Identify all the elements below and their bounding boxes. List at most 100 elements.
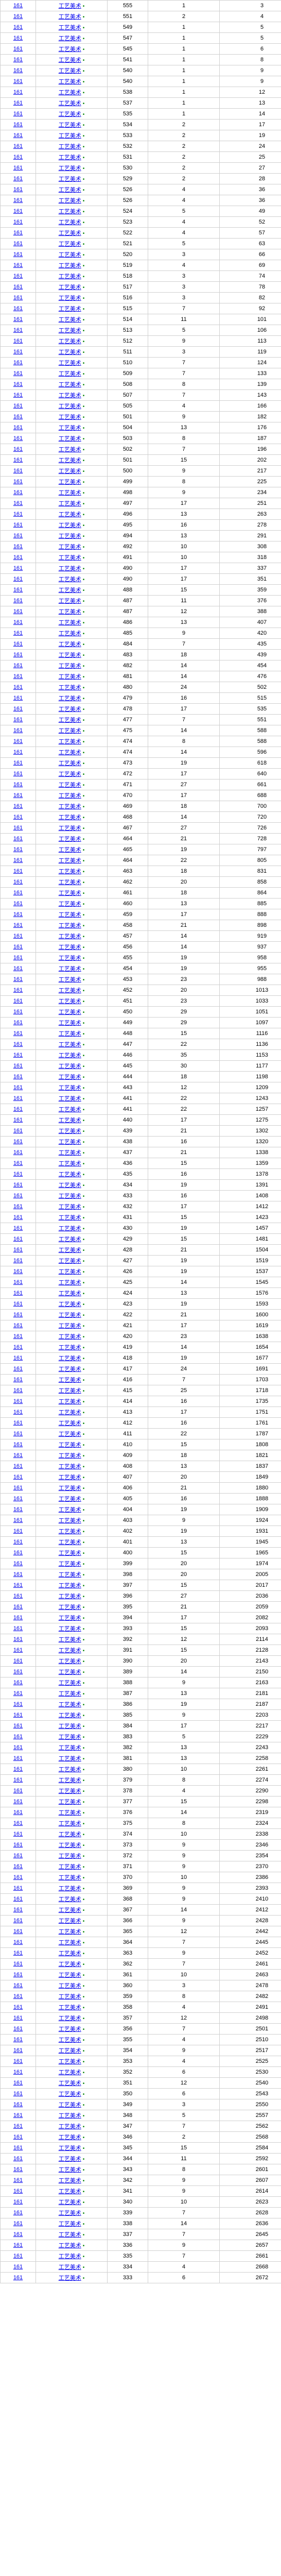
row-id-link[interactable]: 161 xyxy=(13,2080,23,2086)
row-id-link[interactable]: 161 xyxy=(13,1214,23,1221)
category-link[interactable]: 工艺美术 xyxy=(59,879,81,886)
row-id-link[interactable]: 161 xyxy=(13,435,23,442)
row-id-link[interactable]: 161 xyxy=(13,1853,23,1859)
row-id-link[interactable]: 161 xyxy=(13,78,23,84)
row-id-link[interactable]: 161 xyxy=(13,1193,23,1199)
row-id-link[interactable]: 161 xyxy=(13,1020,23,1026)
row-id-link[interactable]: 161 xyxy=(13,1907,23,1913)
category-link[interactable]: 工艺美术 xyxy=(59,3,81,9)
row-id-link[interactable]: 161 xyxy=(13,1182,23,1188)
category-link[interactable]: 工艺美术 xyxy=(59,198,81,204)
category-link[interactable]: 工艺美术 xyxy=(59,36,81,42)
category-link[interactable]: 工艺美术 xyxy=(59,977,81,983)
category-link[interactable]: 工艺美术 xyxy=(59,338,81,345)
category-link[interactable]: 工艺美术 xyxy=(59,306,81,312)
row-id-link[interactable]: 161 xyxy=(13,673,23,680)
row-id-link[interactable]: 161 xyxy=(13,1268,23,1275)
row-id-link[interactable]: 161 xyxy=(13,414,23,420)
row-id-link[interactable]: 161 xyxy=(13,230,23,236)
category-link[interactable]: 工艺美术 xyxy=(59,836,81,842)
row-id-link[interactable]: 161 xyxy=(13,879,23,885)
category-link[interactable]: 工艺美术 xyxy=(59,739,81,745)
category-link[interactable]: 工艺美术 xyxy=(59,382,81,388)
row-id-link[interactable]: 161 xyxy=(13,57,23,63)
category-link[interactable]: 工艺美术 xyxy=(59,490,81,496)
category-link[interactable]: 工艺美术 xyxy=(59,1518,81,1524)
category-link[interactable]: 工艺美术 xyxy=(59,479,81,485)
category-link[interactable]: 工艺美术 xyxy=(59,1215,81,1221)
row-id-link[interactable]: 161 xyxy=(13,1690,23,1697)
row-id-link[interactable]: 161 xyxy=(13,2058,23,2064)
row-id-link[interactable]: 161 xyxy=(13,1204,23,1210)
category-link[interactable]: 工艺美术 xyxy=(59,1680,81,1686)
category-link[interactable]: 工艺美术 xyxy=(59,133,81,139)
row-id-link[interactable]: 161 xyxy=(13,706,23,712)
row-id-link[interactable]: 161 xyxy=(13,2264,23,2270)
row-id-link[interactable]: 161 xyxy=(13,251,23,258)
row-id-link[interactable]: 161 xyxy=(13,154,23,160)
category-link[interactable]: 工艺美术 xyxy=(59,176,81,182)
row-id-link[interactable]: 161 xyxy=(13,2156,23,2162)
row-id-link[interactable]: 161 xyxy=(13,1431,23,1437)
row-id-link[interactable]: 161 xyxy=(13,176,23,182)
row-id-link[interactable]: 161 xyxy=(13,965,23,972)
row-id-link[interactable]: 161 xyxy=(13,911,23,918)
row-id-link[interactable]: 161 xyxy=(13,284,23,290)
row-id-link[interactable]: 161 xyxy=(13,262,23,268)
category-link[interactable]: 工艺美术 xyxy=(59,2134,81,2141)
row-id-link[interactable]: 161 xyxy=(13,2242,23,2248)
category-link[interactable]: 工艺美术 xyxy=(59,457,81,464)
row-id-link[interactable]: 161 xyxy=(13,1993,23,1999)
category-link[interactable]: 工艺美术 xyxy=(59,2221,81,2227)
row-id-link[interactable]: 161 xyxy=(13,511,23,517)
row-id-link[interactable]: 161 xyxy=(13,1485,23,1491)
row-id-link[interactable]: 161 xyxy=(13,554,23,561)
category-link[interactable]: 工艺美术 xyxy=(59,1485,81,1492)
category-link[interactable]: 工艺美术 xyxy=(59,2048,81,2054)
row-id-link[interactable]: 161 xyxy=(13,1171,23,1177)
row-id-link[interactable]: 161 xyxy=(13,1885,23,1891)
row-id-link[interactable]: 161 xyxy=(13,1799,23,1805)
category-link[interactable]: 工艺美术 xyxy=(59,1799,81,1805)
row-id-link[interactable]: 161 xyxy=(13,1258,23,1264)
category-link[interactable]: 工艺美术 xyxy=(59,187,81,193)
row-id-link[interactable]: 161 xyxy=(13,2253,23,2259)
row-id-link[interactable]: 161 xyxy=(13,2015,23,2021)
category-link[interactable]: 工艺美术 xyxy=(59,2199,81,2206)
category-link[interactable]: 工艺美术 xyxy=(59,252,81,258)
category-link[interactable]: 工艺美术 xyxy=(59,1172,81,1178)
category-link[interactable]: 工艺美术 xyxy=(59,100,81,107)
category-link[interactable]: 工艺美术 xyxy=(59,1258,81,1264)
row-id-link[interactable]: 161 xyxy=(13,1344,23,1350)
category-link[interactable]: 工艺美术 xyxy=(59,2253,81,2260)
category-link[interactable]: 工艺美术 xyxy=(59,2124,81,2130)
category-link[interactable]: 工艺美术 xyxy=(59,1366,81,1372)
row-id-link[interactable]: 161 xyxy=(13,2210,23,2216)
category-link[interactable]: 工艺美术 xyxy=(59,241,81,247)
row-id-link[interactable]: 161 xyxy=(13,1863,23,1870)
category-link[interactable]: 工艺美术 xyxy=(59,2210,81,2216)
category-link[interactable]: 工艺美术 xyxy=(59,1182,81,1189)
category-link[interactable]: 工艺美术 xyxy=(59,955,81,961)
row-id-link[interactable]: 161 xyxy=(13,976,23,982)
row-id-link[interactable]: 161 xyxy=(13,533,23,539)
category-link[interactable]: 工艺美术 xyxy=(59,1972,81,1978)
row-id-link[interactable]: 161 xyxy=(13,1106,23,1112)
row-id-link[interactable]: 161 xyxy=(13,717,23,723)
row-id-link[interactable]: 161 xyxy=(13,2069,23,2075)
row-id-link[interactable]: 161 xyxy=(13,1387,23,1394)
row-id-link[interactable]: 161 xyxy=(13,1247,23,1253)
row-id-link[interactable]: 161 xyxy=(13,1236,23,1242)
row-id-link[interactable]: 161 xyxy=(13,1647,23,1653)
row-id-link[interactable]: 161 xyxy=(13,446,23,452)
row-id-link[interactable]: 161 xyxy=(13,1982,23,1989)
category-link[interactable]: 工艺美术 xyxy=(59,1507,81,1513)
category-link[interactable]: 工艺美术 xyxy=(59,1756,81,1762)
row-id-link[interactable]: 161 xyxy=(13,825,23,831)
row-id-link[interactable]: 161 xyxy=(13,295,23,301)
row-id-link[interactable]: 161 xyxy=(13,998,23,1004)
category-link[interactable]: 工艺美术 xyxy=(59,2167,81,2173)
row-id-link[interactable]: 161 xyxy=(13,208,23,214)
category-link[interactable]: 工艺美术 xyxy=(59,1810,81,1816)
category-link[interactable]: 工艺美术 xyxy=(59,598,81,604)
